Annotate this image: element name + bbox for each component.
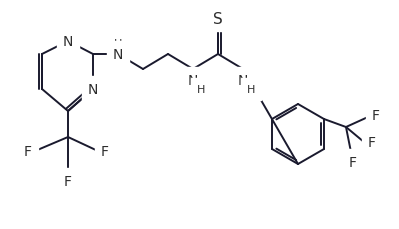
Text: H: H (247, 85, 255, 95)
Text: F: F (349, 155, 357, 169)
Text: N: N (238, 74, 248, 88)
Text: F: F (24, 144, 32, 158)
Text: N: N (188, 74, 198, 88)
Text: F: F (368, 135, 376, 149)
Text: F: F (64, 174, 72, 188)
Text: N: N (113, 48, 123, 62)
Text: F: F (372, 109, 380, 123)
Text: H: H (114, 39, 122, 49)
Text: S: S (213, 11, 223, 26)
Text: F: F (101, 144, 109, 158)
Text: N: N (88, 83, 98, 97)
Text: N: N (63, 35, 73, 49)
Text: H: H (197, 85, 205, 95)
